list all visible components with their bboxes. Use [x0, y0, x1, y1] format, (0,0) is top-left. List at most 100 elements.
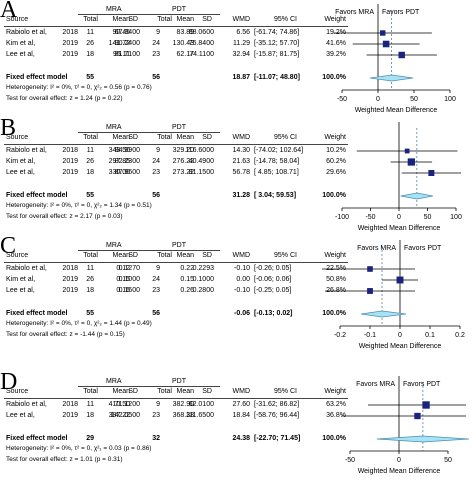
- col-header-sd-mra: SD: [128, 16, 138, 23]
- row-wmd: 6.56: [236, 29, 250, 36]
- pooled-diamond: [369, 74, 414, 82]
- row-mean-mra: 90.45: [112, 29, 130, 36]
- favors-mra-label: Favors MRA: [357, 245, 396, 252]
- row-year: 2019: [62, 412, 78, 419]
- row-source: Rabiolo et al,: [6, 401, 47, 408]
- panel-label: B: [0, 115, 17, 141]
- x-tick-label: -0.2: [334, 332, 346, 339]
- row-weight: 63.2%: [326, 401, 346, 408]
- row-wmd: 18.84: [232, 412, 250, 419]
- col-header-mean-mra: Mean: [112, 388, 130, 395]
- row-sd-pdt: 88.0600: [188, 29, 214, 36]
- col-header-mean-pdt: Mean: [176, 388, 194, 395]
- fixed-total-mra: 29: [86, 435, 94, 442]
- row-total-pdt: 9: [156, 265, 160, 272]
- row-sd-pdt: 81.1500: [188, 169, 214, 176]
- pooled-diamond: [376, 435, 470, 443]
- study-estimate-square: [396, 276, 404, 284]
- fixed-ci: [ 3.04; 59.53]: [254, 192, 297, 199]
- row-weight: 60.2%: [326, 158, 346, 165]
- row-wmd: -0.10: [234, 287, 250, 294]
- row-weight: 36.8%: [326, 412, 346, 419]
- row-wmd: 21.63: [232, 158, 250, 165]
- row-mean-pdt: 83.89: [176, 29, 194, 36]
- col-header-mean-mra: Mean: [112, 134, 130, 141]
- col-header-sd-pdt: SD: [202, 388, 212, 395]
- x-axis-title: Weighted Mean Difference: [359, 343, 442, 350]
- pdt-group-header: PDT: [172, 6, 186, 13]
- col-header-mean-pdt: Mean: [176, 252, 194, 259]
- col-header-sd-mra: SD: [128, 252, 138, 259]
- row-source: Kim et al,: [6, 276, 36, 283]
- col-header-total-mra: Total: [83, 134, 98, 141]
- col-header-sd-pdt: SD: [202, 252, 212, 259]
- row-total-mra: 26: [86, 276, 94, 283]
- pdt-header-rule: [148, 14, 220, 15]
- x-axis-title: Weighted Mean Difference: [355, 107, 438, 114]
- row-weight: 10.2%: [326, 147, 346, 154]
- table-header-rule: [4, 398, 348, 399]
- row-total-mra: 26: [86, 40, 94, 47]
- x-axis-title: Weighted Mean Difference: [358, 468, 441, 475]
- fixed-total-mra: 55: [86, 192, 94, 199]
- overall-effect-text: Test for overall effect: z = 1.01 (p = 0…: [6, 456, 123, 463]
- col-header-wmd: WMD: [232, 388, 251, 395]
- row-sd-pdt: 74.1100: [189, 51, 214, 58]
- col-header-ci: 95% CI: [274, 252, 297, 259]
- col-header-source: Source: [6, 16, 29, 23]
- x-tick-label: -50: [345, 457, 355, 464]
- row-total-pdt: 23: [152, 169, 160, 176]
- x-tick-label: 0: [397, 214, 401, 221]
- row-mean-mra: 410.50: [108, 401, 130, 408]
- row-total-mra: 26: [86, 158, 94, 165]
- row-year: 2018: [62, 147, 78, 154]
- col-header-total-pdt: Total: [157, 388, 172, 395]
- heterogeneity-text: Heterogeneity: I² = 0%, τ² = 0, χ²₂ = 1.…: [6, 202, 152, 209]
- overall-effect-text: Test for overall effect: z = 2.17 (p = 0…: [6, 213, 123, 220]
- row-mean-mra: 95.11: [113, 51, 130, 58]
- mra-header-rule: [78, 14, 148, 15]
- row-ci: [ 4.85; 108.71]: [254, 169, 299, 176]
- x-tick-label: 100: [444, 96, 456, 103]
- row-total-pdt: 9: [156, 147, 160, 154]
- col-header-source: Source: [6, 252, 29, 259]
- fixed-weight: 100.0%: [322, 435, 346, 442]
- fixed-wmd: -0.06: [234, 310, 250, 317]
- row-total-pdt: 23: [152, 412, 160, 419]
- row-mean-mra: 343.50: [108, 147, 130, 154]
- favors-pdt-label: Favors PDT: [382, 9, 420, 16]
- row-ci: [-58.76; 96.44]: [254, 412, 300, 419]
- panel-label: C: [0, 233, 17, 259]
- row-sd-mra: 71.1200: [114, 401, 140, 408]
- row-year: 2019: [62, 287, 78, 294]
- row-ci: [-0.25; 0.05]: [254, 287, 292, 294]
- row-mean-pdt: 368.38: [172, 412, 194, 419]
- row-sd-pdt: 116.6000: [185, 147, 214, 154]
- pdt-header-rule: [148, 250, 220, 251]
- fixed-effect-label: Fixed effect model: [6, 192, 68, 199]
- fixed-weight: 100.0%: [322, 74, 346, 81]
- row-weight: 19.2%: [326, 29, 346, 36]
- study-estimate-square: [404, 148, 410, 154]
- row-sd-pdt: 0.2800: [192, 287, 214, 294]
- row-mean-pdt: 329.20: [172, 147, 194, 154]
- x-tick-label: 0.2: [455, 332, 465, 339]
- mra-header-rule: [78, 132, 148, 133]
- col-header-ci: 95% CI: [274, 388, 297, 395]
- row-sd-mra: 90.2400: [114, 40, 140, 47]
- col-header-wmd: WMD: [232, 252, 251, 259]
- col-header-mean-pdt: Mean: [176, 134, 194, 141]
- row-total-mra: 18: [86, 412, 94, 419]
- row-wmd: 56.78: [232, 169, 250, 176]
- row-sd-pdt: 40.4900: [188, 158, 214, 165]
- col-header-total-mra: Total: [83, 16, 98, 23]
- favors-pdt-label: Favors PDT: [403, 381, 441, 388]
- panel-a: A MRA PDT Source Total Mean SD Total Mean SD WMD 95…: [0, 0, 474, 118]
- row-mean-pdt: 0.26: [180, 287, 194, 294]
- pdt-group-header: PDT: [172, 124, 186, 131]
- x-tick-label: -50: [365, 214, 375, 221]
- row-sd-mra: 87.9600: [114, 169, 140, 176]
- row-sd-mra: 0.1000: [118, 276, 140, 283]
- fixed-wmd: 31.28: [232, 192, 250, 199]
- favors-mra-label: Favors MRA: [356, 381, 395, 388]
